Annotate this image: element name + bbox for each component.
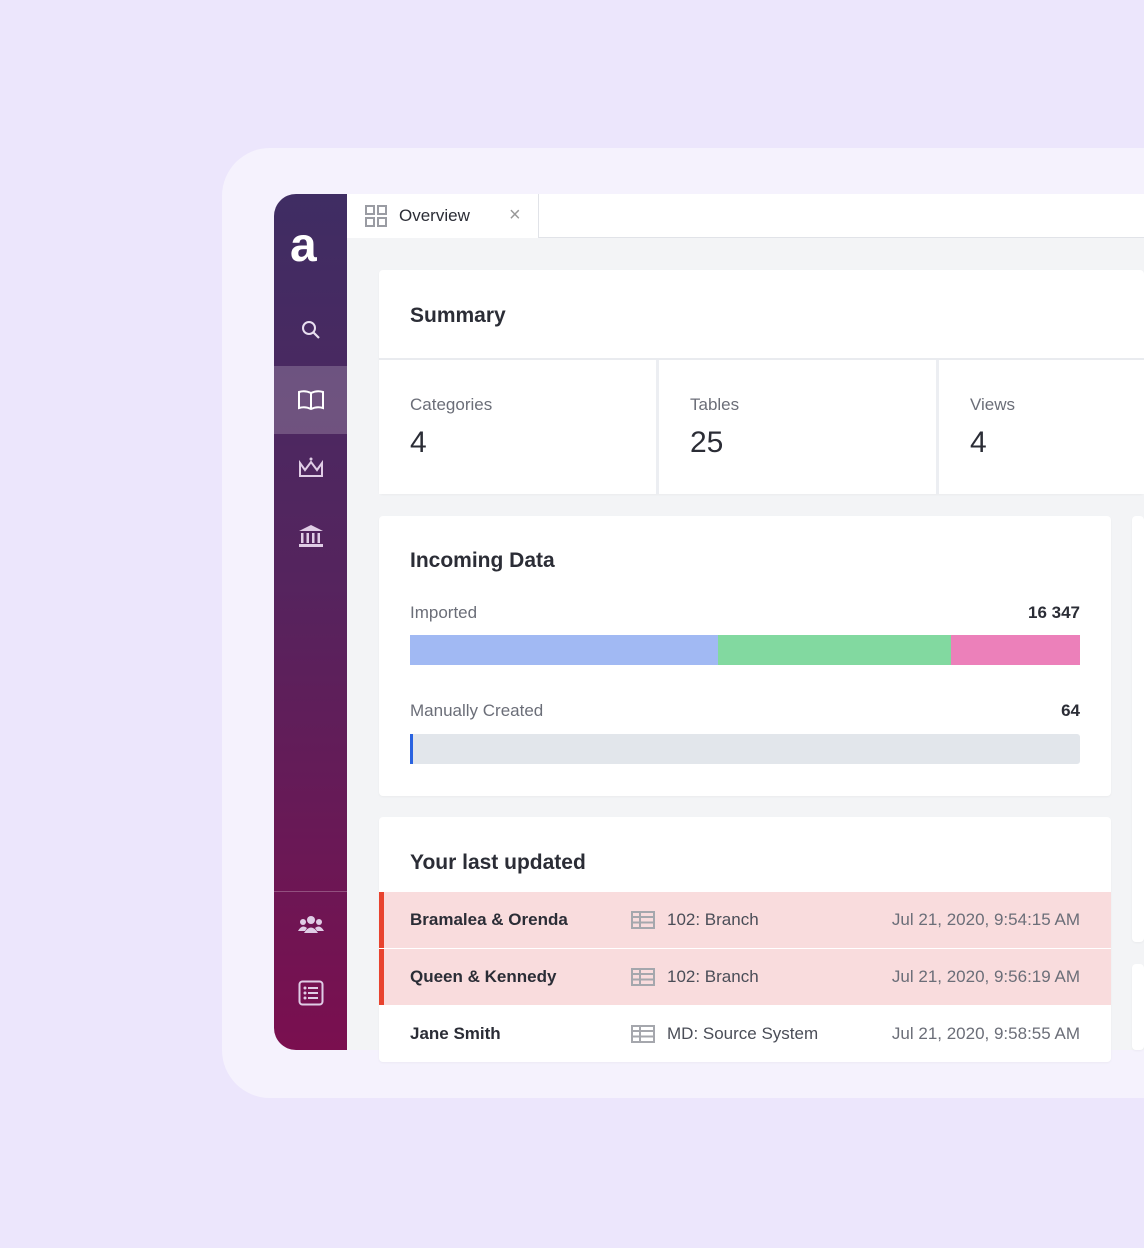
table-row[interactable]: Queen & Kennedy 102: Branch Jul 21, 2020… [379, 949, 1111, 1005]
stat-value: 25 [690, 426, 724, 459]
tab-bar: Overview × [347, 194, 1144, 238]
sidebar-item-list[interactable] [274, 959, 347, 1027]
crown-icon [298, 457, 323, 477]
close-icon[interactable]: × [509, 204, 521, 226]
row-table: MD: Source System [667, 1024, 819, 1043]
users-icon [297, 916, 324, 933]
incoming-title: Incoming Data [410, 549, 555, 572]
manual-fill [410, 734, 413, 764]
row-name: Bramalea & Orenda [410, 910, 568, 929]
stat-label: Tables [690, 395, 740, 414]
table-icon [631, 911, 655, 929]
app-window: a Overview × Summary Categories 4 Tables 2… [274, 194, 1144, 1062]
stat-value: 4 [970, 426, 987, 459]
summary-title: Summary [410, 304, 506, 327]
sidebar-divider [274, 891, 347, 892]
imported-segment-0 [410, 635, 719, 665]
stat-label: Views [970, 395, 1016, 414]
bank-icon [298, 525, 323, 547]
list-icon [298, 980, 323, 1006]
last-updated-title: Your last updated [410, 851, 586, 874]
sidebar-item-crown[interactable] [274, 434, 347, 502]
incoming-data-card: Incoming Data Imported 16 347 Manually C… [379, 516, 1111, 796]
table-icon [631, 968, 655, 986]
imported-bar [410, 635, 1080, 665]
side-card [1132, 516, 1144, 942]
stat-categories[interactable]: Categories 4 [379, 360, 656, 494]
row-name: Queen & Kennedy [410, 967, 557, 986]
sidebar-item-users[interactable] [274, 891, 347, 959]
tab-label: Overview [399, 206, 470, 225]
table-icon [631, 1025, 655, 1043]
grid-icon [365, 205, 387, 227]
summary-card: Summary Categories 4 Tables 25 Views 4 [379, 270, 1144, 494]
side-card-2 [1132, 964, 1144, 1050]
table-row[interactable]: Bramalea & Orenda 102: Branch Jul 21, 20… [379, 892, 1111, 948]
row-table: 102: Branch [667, 967, 759, 986]
stat-tables[interactable]: Tables 25 [659, 360, 936, 494]
manual-bar [410, 734, 1080, 764]
imported-label: Imported [410, 603, 478, 622]
book-icon [297, 390, 324, 411]
imported-segment-1 [718, 635, 952, 665]
row-date: Jul 21, 2020, 9:58:55 AM [891, 1024, 1080, 1043]
sidebar-item-bank[interactable] [274, 502, 347, 570]
tab-overview[interactable]: Overview × [347, 194, 539, 238]
sidebar: a [274, 194, 347, 1050]
row-table: 102: Branch [667, 910, 759, 929]
row-date: Jul 21, 2020, 9:56:19 AM [891, 967, 1080, 986]
sidebar-item-search[interactable] [274, 296, 347, 364]
manual-label: Manually Created [410, 701, 544, 720]
logo: a [290, 219, 317, 272]
row-date: Jul 21, 2020, 9:54:15 AM [891, 910, 1080, 929]
stat-label: Categories [410, 395, 493, 414]
last-updated-card: Your last updated Bramalea & Orenda 102:… [379, 817, 1111, 1062]
imported-value: 16 347 [1028, 603, 1080, 622]
row-name: Jane Smith [410, 1024, 501, 1043]
stat-views[interactable]: Views 4 [939, 360, 1144, 494]
imported-segment-2 [951, 635, 1080, 665]
sidebar-item-catalog[interactable] [274, 366, 347, 434]
table-row[interactable]: Jane Smith MD: Source System Jul 21, 202… [379, 1006, 1111, 1062]
stat-value: 4 [410, 426, 427, 459]
search-icon [301, 321, 320, 339]
manual-value: 64 [1061, 701, 1080, 720]
